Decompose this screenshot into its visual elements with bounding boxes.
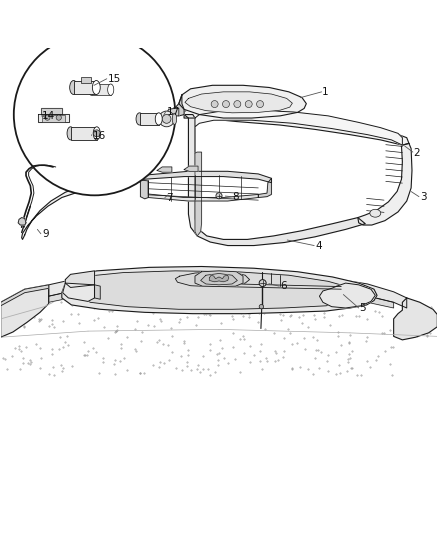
Circle shape bbox=[211, 101, 218, 108]
Circle shape bbox=[259, 280, 266, 287]
Polygon shape bbox=[62, 266, 377, 313]
Ellipse shape bbox=[67, 127, 74, 140]
Bar bbox=[81, 77, 91, 83]
Polygon shape bbox=[49, 270, 407, 308]
Polygon shape bbox=[21, 176, 143, 239]
Polygon shape bbox=[394, 298, 437, 340]
Polygon shape bbox=[184, 108, 409, 145]
Text: 9: 9 bbox=[42, 229, 49, 239]
Circle shape bbox=[245, 101, 252, 108]
Ellipse shape bbox=[70, 80, 78, 94]
Ellipse shape bbox=[108, 84, 114, 95]
Bar bbox=[92, 84, 111, 95]
Ellipse shape bbox=[136, 113, 143, 125]
Polygon shape bbox=[358, 143, 412, 225]
Polygon shape bbox=[319, 283, 375, 308]
Ellipse shape bbox=[92, 80, 100, 94]
Polygon shape bbox=[157, 167, 172, 172]
Text: 2: 2 bbox=[413, 148, 420, 158]
Polygon shape bbox=[63, 283, 95, 302]
Polygon shape bbox=[258, 179, 272, 198]
Ellipse shape bbox=[172, 113, 177, 125]
Polygon shape bbox=[141, 171, 272, 183]
Ellipse shape bbox=[155, 113, 162, 125]
Polygon shape bbox=[38, 114, 69, 123]
Polygon shape bbox=[201, 273, 237, 285]
Text: 7: 7 bbox=[166, 192, 173, 203]
Circle shape bbox=[45, 115, 50, 120]
Text: 4: 4 bbox=[315, 240, 321, 251]
Polygon shape bbox=[18, 217, 26, 225]
Ellipse shape bbox=[88, 84, 95, 95]
Ellipse shape bbox=[93, 127, 100, 140]
Polygon shape bbox=[209, 275, 229, 282]
Circle shape bbox=[56, 115, 61, 120]
Text: 8: 8 bbox=[232, 192, 239, 201]
Circle shape bbox=[259, 304, 264, 309]
Polygon shape bbox=[195, 271, 243, 287]
Bar bbox=[74, 80, 96, 94]
Polygon shape bbox=[166, 108, 179, 116]
Circle shape bbox=[257, 101, 264, 108]
Circle shape bbox=[14, 34, 175, 195]
Polygon shape bbox=[49, 281, 394, 308]
Polygon shape bbox=[174, 95, 184, 116]
Polygon shape bbox=[175, 272, 250, 287]
Circle shape bbox=[162, 115, 171, 123]
Text: 3: 3 bbox=[420, 192, 427, 201]
Polygon shape bbox=[1, 285, 49, 337]
Text: 6: 6 bbox=[280, 281, 287, 291]
Polygon shape bbox=[1, 285, 49, 306]
Polygon shape bbox=[95, 285, 100, 299]
Text: 1: 1 bbox=[321, 87, 328, 97]
Polygon shape bbox=[185, 92, 292, 113]
Circle shape bbox=[216, 193, 222, 199]
Polygon shape bbox=[65, 271, 95, 287]
Text: 5: 5 bbox=[359, 303, 365, 313]
Circle shape bbox=[93, 130, 100, 137]
Polygon shape bbox=[179, 85, 306, 118]
Polygon shape bbox=[184, 115, 365, 246]
Bar bbox=[140, 113, 159, 125]
Text: 16: 16 bbox=[92, 131, 106, 141]
Text: 15: 15 bbox=[108, 74, 121, 84]
Text: 17: 17 bbox=[166, 107, 180, 117]
Polygon shape bbox=[148, 181, 258, 201]
Polygon shape bbox=[81, 271, 359, 309]
Circle shape bbox=[159, 111, 174, 127]
Polygon shape bbox=[141, 180, 148, 199]
Bar bbox=[71, 127, 97, 140]
Ellipse shape bbox=[370, 209, 381, 217]
Text: 14: 14 bbox=[42, 111, 56, 121]
Circle shape bbox=[223, 101, 230, 108]
Polygon shape bbox=[195, 152, 201, 236]
Polygon shape bbox=[41, 108, 62, 114]
Polygon shape bbox=[195, 110, 403, 145]
Polygon shape bbox=[184, 166, 198, 171]
Circle shape bbox=[234, 101, 241, 108]
Bar bbox=[42, 115, 65, 122]
